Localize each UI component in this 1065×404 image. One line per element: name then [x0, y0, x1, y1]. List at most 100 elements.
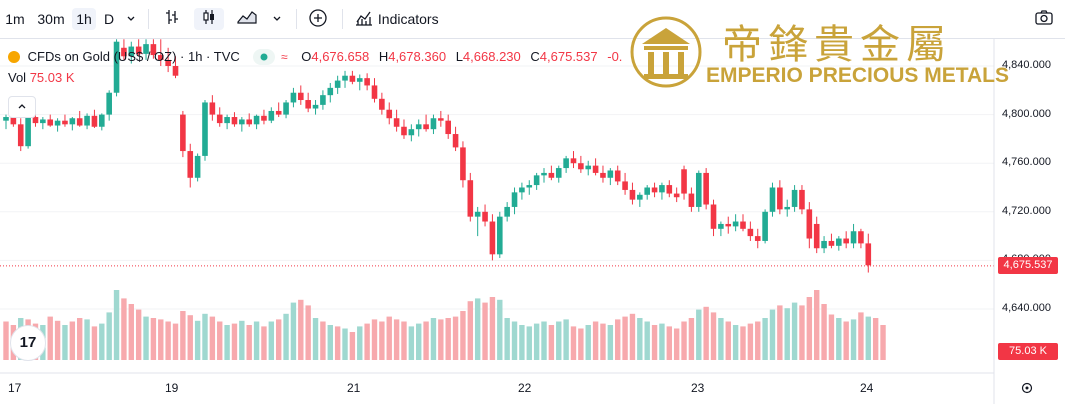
volume-bar [239, 320, 245, 360]
volume-bar [688, 318, 695, 360]
interval-D[interactable]: D [103, 11, 115, 27]
candle [47, 114, 54, 127]
chevron-down-icon [273, 16, 281, 21]
volume-bar [858, 312, 864, 360]
volume-bar [681, 321, 687, 360]
volume-bar [209, 316, 216, 360]
volume-bar [519, 325, 525, 360]
volume-bar [364, 323, 370, 360]
candle [25, 114, 31, 149]
candle-body [54, 120, 61, 126]
candle [644, 185, 650, 200]
volume-bar [150, 318, 157, 360]
candle-body [283, 102, 289, 115]
volume-bar [556, 321, 562, 360]
candle-body [836, 238, 842, 246]
symbol-title[interactable]: CFDs on Gold (US$ / OZ) · 1h · TVC [27, 49, 240, 65]
volume-bar [615, 319, 621, 360]
area-chart-style-button[interactable] [232, 8, 262, 30]
candle [511, 187, 518, 215]
candle-body [438, 118, 444, 121]
candle-body [379, 98, 385, 110]
candle [172, 56, 179, 79]
candle [342, 70, 348, 88]
candle-body [644, 187, 650, 195]
candle [386, 102, 393, 125]
candle-body [246, 119, 253, 125]
candle [799, 185, 805, 215]
candle-body [32, 117, 39, 124]
interval-1m[interactable]: 1m [5, 11, 25, 27]
bar-chart-style-button[interactable] [160, 8, 184, 30]
candle-body [637, 194, 643, 200]
candle [356, 74, 363, 91]
candle [275, 102, 282, 118]
volume-bar [482, 302, 488, 360]
volume-bar [393, 319, 400, 360]
volume-bar [585, 325, 591, 360]
plus-circle-icon [309, 9, 327, 27]
candle [578, 155, 584, 173]
candle [718, 221, 724, 237]
candle-body [762, 211, 768, 241]
indicators-button[interactable]: Indicators [354, 8, 454, 30]
candle-body [578, 163, 584, 170]
candle-body [231, 117, 238, 125]
time-tick-label: 24 [860, 381, 874, 395]
candle [629, 182, 636, 205]
candle [268, 107, 275, 124]
time-tick-label: 22 [518, 381, 532, 395]
volume-bar [497, 299, 503, 360]
close-value: 4,675.537 [539, 49, 598, 65]
candle-body [865, 243, 872, 266]
tradingview-logo[interactable]: 17 [10, 325, 46, 361]
candle [445, 114, 451, 139]
candle [452, 126, 459, 152]
snapshot-button[interactable] [1032, 8, 1056, 30]
interval-dropdown[interactable] [122, 8, 140, 30]
volume-bar [334, 326, 341, 360]
candle [253, 114, 260, 130]
candle [194, 153, 201, 182]
axis-settings-button[interactable] [1020, 381, 1034, 400]
candle-body [99, 114, 105, 127]
volume-bar [755, 321, 761, 360]
candle-body [718, 223, 724, 229]
toolbar-divider [342, 9, 343, 29]
candle-body [681, 169, 687, 194]
candle-chart-style-button[interactable] [194, 8, 224, 30]
candle-body [541, 172, 547, 176]
volume-legend: Vol 75.03 K [8, 70, 75, 85]
candle-body [452, 134, 459, 148]
interval-1h[interactable]: 1h [72, 8, 96, 30]
volume-bar [62, 325, 68, 360]
volume-bar [474, 298, 481, 360]
candle [673, 187, 680, 203]
candle [54, 118, 61, 132]
volume-bar [135, 309, 142, 360]
candle [312, 100, 319, 115]
volume-bar [637, 318, 643, 360]
price-chart[interactable] [0, 38, 1065, 404]
volume-bar [47, 316, 53, 360]
chart-style-dropdown[interactable] [268, 8, 286, 30]
volume-bar [172, 323, 179, 360]
volume-bar [91, 326, 98, 360]
last-price-tag: 4,675.537 [998, 257, 1058, 274]
volume-bar [836, 318, 842, 360]
candle [106, 90, 112, 121]
candle [504, 202, 510, 222]
candle [659, 182, 665, 200]
candle-body [858, 231, 864, 244]
compare-button[interactable] [306, 8, 330, 30]
volume-bar [452, 316, 459, 360]
time-tick-label: 17 [8, 381, 22, 395]
volume-bar [231, 323, 238, 360]
candle-body [150, 44, 157, 56]
interval-30m[interactable]: 30m [37, 11, 65, 27]
market-status-dot [253, 48, 276, 65]
collapse-legend-button[interactable] [8, 96, 36, 118]
volume-bar [305, 305, 311, 360]
candle-body [799, 189, 805, 210]
volume-bar [578, 328, 584, 360]
